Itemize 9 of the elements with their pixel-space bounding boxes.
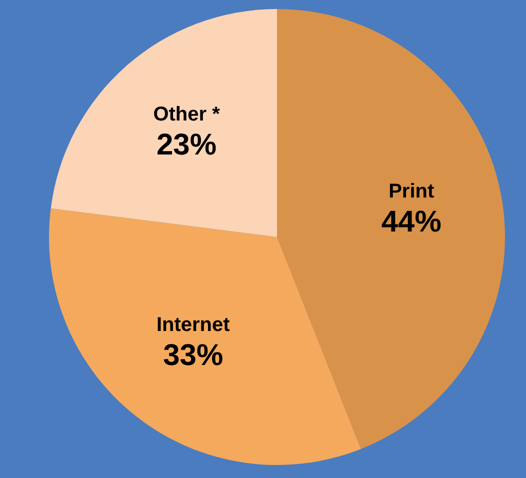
pie-slice <box>277 9 505 449</box>
data-label: 33% <box>163 339 224 372</box>
pie-slice <box>49 208 361 465</box>
slice-label: Print <box>388 180 434 202</box>
pie-slice <box>50 9 277 237</box>
slice-label: Other * <box>153 103 220 126</box>
slice-label: Internet <box>156 314 230 336</box>
data-label: 44% <box>381 205 442 238</box>
data-label: 23% <box>156 128 217 162</box>
